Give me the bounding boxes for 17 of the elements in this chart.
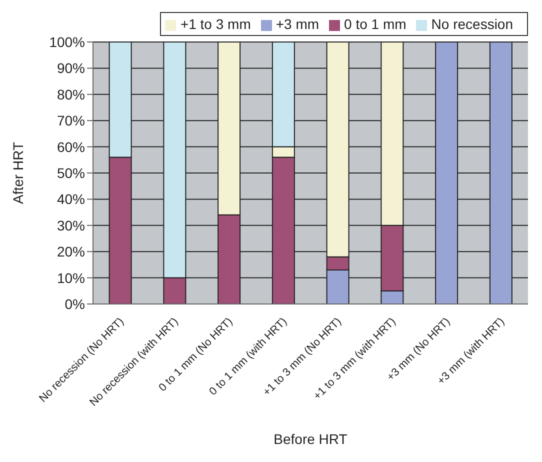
y-tick-label: 80% <box>56 86 85 102</box>
legend-label: +3 mm <box>276 16 320 32</box>
y-tick-label: 90% <box>56 60 85 76</box>
x-axis-title: Before HRT <box>274 431 348 447</box>
y-tick-label: 10% <box>56 270 85 286</box>
y-tick-label: 50% <box>56 164 85 181</box>
y-tick-label: 100% <box>49 34 85 50</box>
legend-label: +1 to 3 mm <box>180 16 251 32</box>
y-tick-label: 30% <box>56 217 85 234</box>
y-tick-label: 0% <box>64 296 85 312</box>
y-tick-label: 40% <box>56 191 85 208</box>
legend-label: 0 to 1 mm <box>344 16 406 32</box>
y-axis-title: After HRT <box>10 142 26 204</box>
y-tick-label: 70% <box>56 112 85 129</box>
y-tick-label: 60% <box>56 138 85 155</box>
legend-label: No recession <box>431 16 513 32</box>
y-tick-label: 20% <box>56 244 85 260</box>
